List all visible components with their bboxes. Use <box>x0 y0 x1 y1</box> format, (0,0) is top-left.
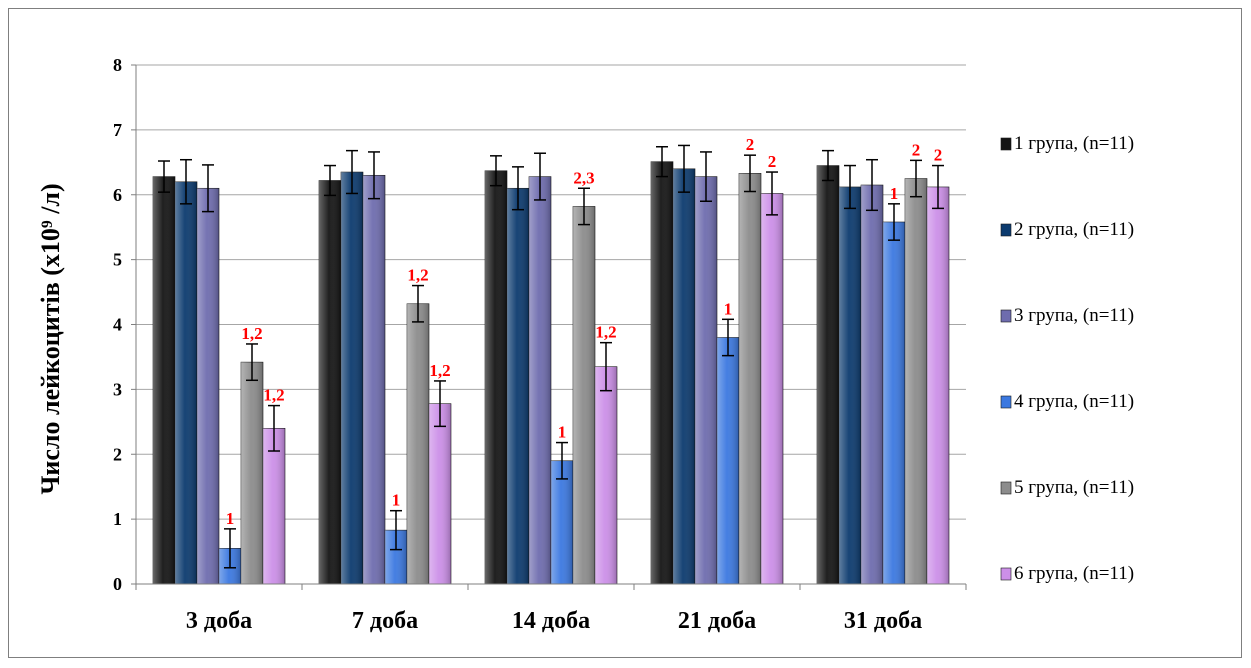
y-tick-label: 6 <box>113 185 122 205</box>
legend-label: 5 група, (n=11) <box>1014 477 1134 498</box>
legend-swatch <box>1000 481 1012 495</box>
x-tick-label: 31 доба <box>844 608 922 634</box>
bar-shading <box>839 186 861 584</box>
bar-shading <box>175 181 197 584</box>
bar-shading <box>905 178 927 584</box>
bar-shading <box>861 185 883 585</box>
bar-shading <box>507 188 529 584</box>
x-tick-label: 21 доба <box>678 608 756 634</box>
significance-label: 1,2 <box>241 324 262 343</box>
bar-shading <box>197 188 219 584</box>
legend-swatch <box>1000 223 1012 237</box>
x-tick-label: 14 доба <box>512 608 590 634</box>
bar-shading <box>153 176 175 584</box>
bar-shading <box>673 168 695 585</box>
bar-shading <box>573 206 595 585</box>
y-tick-label: 3 <box>113 379 122 399</box>
y-tick-label: 7 <box>113 120 122 140</box>
y-tick-label: 8 <box>113 55 122 75</box>
legend-label: 6 група, (n=11) <box>1014 563 1134 584</box>
bar-shading <box>817 165 839 584</box>
significance-label: 1 <box>558 423 567 442</box>
significance-label: 2 <box>912 140 921 159</box>
significance-label: 1,2 <box>407 266 428 285</box>
bar-shading <box>883 221 905 584</box>
bar-shading <box>927 186 949 584</box>
significance-label: 1,2 <box>263 386 284 405</box>
significance-label: 1,2 <box>429 361 450 380</box>
legend-swatch <box>1000 567 1012 581</box>
bar-shading <box>717 337 739 584</box>
axis-layer: 0 1 2 3 4 5 6 7 8 3 доба 7 доба 14 доба 21 доба 31 до… <box>113 55 967 634</box>
legend-swatch <box>1000 137 1012 151</box>
bar-shading <box>695 176 717 584</box>
legend-label: 2 група, (n=11) <box>1014 219 1134 240</box>
y-tick-label: 4 <box>113 315 122 335</box>
bar-shading <box>407 303 429 584</box>
bar-shading <box>739 173 761 584</box>
bar-shading <box>385 530 407 584</box>
legend-swatch <box>1000 395 1012 409</box>
significance-label: 1 <box>890 184 899 203</box>
significance-label: 1 <box>226 509 235 528</box>
bar-shading <box>363 175 385 584</box>
significance-label: 1 <box>392 491 401 510</box>
y-axis-label: Число лейкоцитів (x10⁹ /л) <box>36 183 65 494</box>
y-tick-label: 1 <box>113 509 122 529</box>
y-tick-label: 5 <box>113 250 122 270</box>
legend-swatch <box>1000 309 1012 323</box>
bar-shading <box>319 180 341 585</box>
y-tick-label: 0 <box>113 574 122 594</box>
bar-shading <box>263 428 285 584</box>
x-tick-label: 3 доба <box>186 608 252 634</box>
bar-shading <box>485 170 507 584</box>
legend: 1 група, (n=11) 2 група, (n=11) 3 група, (… <box>1000 133 1134 584</box>
y-tick-label: 2 <box>113 444 122 464</box>
legend-label: 1 група, (n=11) <box>1014 133 1134 154</box>
significance-label: 1 <box>724 299 733 318</box>
bar-shading <box>429 403 451 584</box>
legend-label: 3 група, (n=11) <box>1014 305 1134 326</box>
legend-label: 4 група, (n=11) <box>1014 391 1134 412</box>
bar-shading <box>761 193 783 584</box>
bar-shading <box>241 362 263 584</box>
x-tick-label: 7 доба <box>352 608 418 634</box>
bar-shading <box>341 172 363 584</box>
bar-shading <box>529 176 551 584</box>
significance-label: 2 <box>934 146 943 165</box>
significance-label: 2 <box>746 135 755 154</box>
significance-label: 2,3 <box>573 168 594 187</box>
bar-shading <box>651 161 673 584</box>
bar-shading <box>551 460 573 584</box>
significance-label: 1,2 <box>595 323 616 342</box>
bar-shading <box>595 366 617 584</box>
significance-label: 2 <box>768 152 777 171</box>
